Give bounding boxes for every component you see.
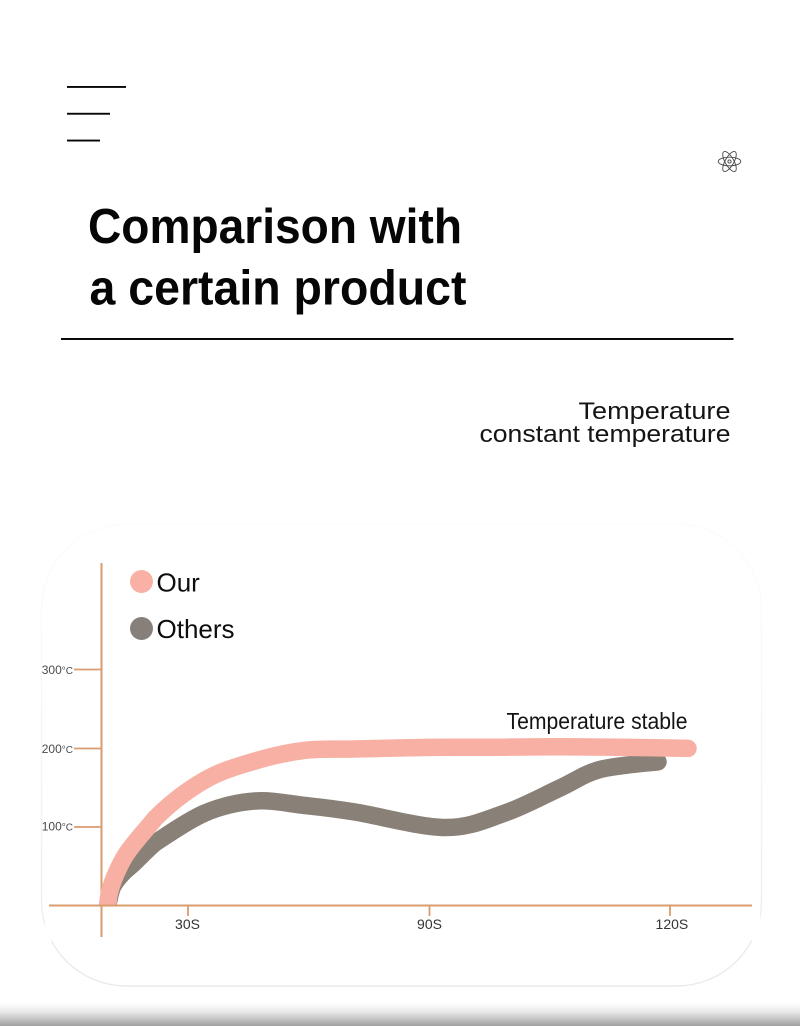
svg-text:Temperature stable: Temperature stable	[507, 708, 688, 734]
svg-text:90S: 90S	[417, 916, 442, 932]
svg-text:Comparison with: Comparison with	[88, 200, 462, 254]
svg-text:30S: 30S	[175, 916, 200, 932]
svg-text:100°C: 100°C	[42, 820, 73, 834]
svg-text:constant temperature: constant temperature	[480, 421, 731, 448]
svg-text:300°C: 300°C	[42, 663, 73, 677]
svg-text:200°C: 200°C	[42, 742, 73, 756]
svg-text:Temperature: Temperature	[579, 398, 731, 425]
svg-text:a certain product: a certain product	[90, 261, 467, 315]
svg-text:Our: Our	[157, 568, 201, 598]
svg-text:Others: Others	[157, 614, 235, 644]
svg-text:120S: 120S	[656, 916, 689, 932]
